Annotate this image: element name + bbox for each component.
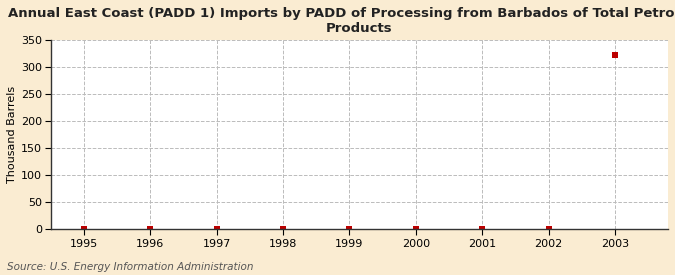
Text: Source: U.S. Energy Information Administration: Source: U.S. Energy Information Administ…: [7, 262, 253, 272]
Y-axis label: Thousand Barrels: Thousand Barrels: [7, 86, 17, 183]
Title: Annual East Coast (PADD 1) Imports by PADD of Processing from Barbados of Total : Annual East Coast (PADD 1) Imports by PA…: [7, 7, 675, 35]
